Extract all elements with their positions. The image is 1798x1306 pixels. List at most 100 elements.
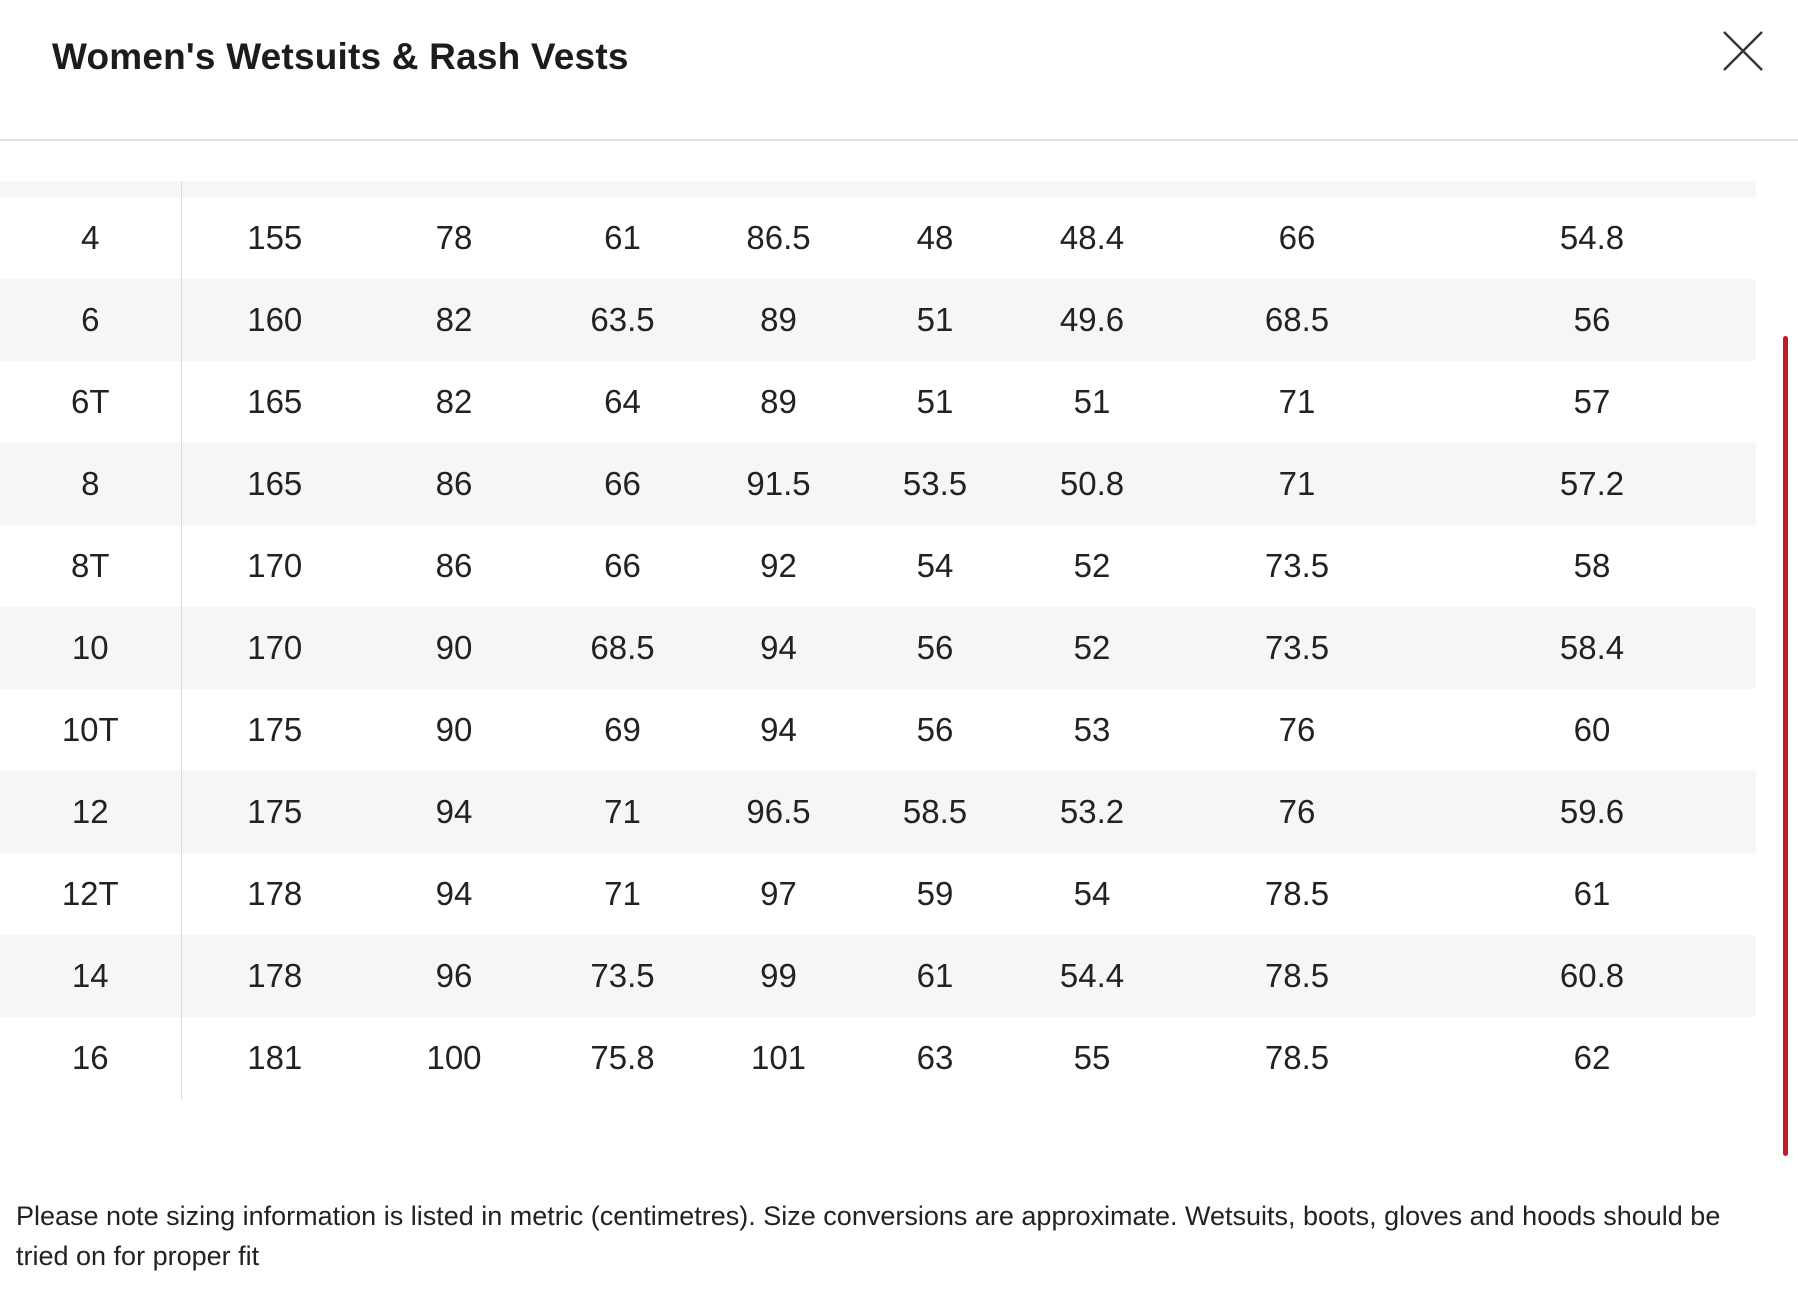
table-row: 10 170 90 68.5 94 56 52 73.5 58.4 <box>0 607 1756 689</box>
measurement-cell: 94 <box>760 711 797 748</box>
table-row: 12T 178 94 71 97 59 54 78.5 61 <box>0 853 1756 935</box>
measurement-cell: 56 <box>852 607 1018 689</box>
sizing-footnote: Please note sizing information is listed… <box>16 1201 1721 1271</box>
measurement-cell: 165 <box>181 443 368 525</box>
table-row: 14 178 96 73.5 99 61 54.4 78.5 60.8 <box>0 935 1756 1017</box>
measurement-cell: 56 <box>916 711 954 748</box>
measurement-cell: 66 <box>604 547 641 584</box>
size-cell: 6T <box>0 361 182 443</box>
size-cell: 12 <box>0 771 182 853</box>
measurement-cell: 68.5 <box>1166 279 1428 361</box>
measurement-cell: 58.5 <box>852 771 1018 853</box>
measurement-cell: 51 <box>916 383 954 420</box>
measurement-cell: 53.6 <box>1428 181 1756 197</box>
measurement-cell: 99 <box>705 935 852 1017</box>
measurement-cell: 53.5 <box>852 443 1018 525</box>
measurement-cell: 59 <box>916 875 954 912</box>
measurement-cell: 94 <box>705 607 852 689</box>
measurement-cell: 73.5 <box>540 935 705 1017</box>
measurement-cell: 101 <box>750 1039 807 1076</box>
size-cell: 16 <box>0 1017 182 1099</box>
measurement-cell: 71 <box>1278 383 1316 420</box>
measurement-cell: 52 <box>1018 607 1166 689</box>
size-cell: 4 <box>0 197 182 279</box>
measurement-cell: 63 <box>1166 181 1428 197</box>
measurement-cell: 78.5 <box>1264 875 1330 912</box>
size-table-body: 214874588546466353.64155786186.54848.466… <box>0 181 1756 1099</box>
measurement-cell: 46 <box>852 181 1018 197</box>
measurement-cell: 96 <box>368 935 540 1017</box>
measurement-cell: 54 <box>916 547 954 584</box>
measurement-cell: 71 <box>604 875 641 912</box>
measurement-cell: 66 <box>1278 219 1316 256</box>
measurement-cell: 90 <box>435 711 473 748</box>
measurement-cell: 89 <box>760 383 797 420</box>
measurement-cell: 60 <box>1573 711 1611 748</box>
measurement-cell: 66 <box>540 443 705 525</box>
measurement-cell: 56 <box>1428 279 1756 361</box>
measurement-cell: 148 <box>181 181 368 197</box>
measurement-cell: 76 <box>1166 771 1428 853</box>
measurement-cell: 71 <box>540 771 705 853</box>
measurement-cell: 51 <box>852 279 1018 361</box>
measurement-cell: 58 <box>1573 547 1611 584</box>
measurement-cell: 160 <box>181 279 368 361</box>
measurement-cell: 78.5 <box>1166 935 1428 1017</box>
measurement-cell: 64 <box>604 383 641 420</box>
measurement-cell: 50.8 <box>1018 443 1166 525</box>
table-row: 10T 175 90 69 94 56 53 76 60 <box>0 689 1756 771</box>
measurement-cell: 58 <box>540 181 705 197</box>
measurement-cell: 62 <box>1573 1039 1611 1076</box>
size-table-scroll-area[interactable]: 214874588546466353.64155786186.54848.466… <box>0 181 1756 1121</box>
measurement-cell: 90 <box>368 607 540 689</box>
measurement-cell: 94 <box>368 771 540 853</box>
table-row: 4 155 78 61 86.5 48 48.4 66 54.8 <box>0 197 1756 279</box>
measurement-cell: 92 <box>760 547 797 584</box>
table-row: 8 165 86 66 91.5 53.5 50.8 71 57.2 <box>0 443 1756 525</box>
measurement-cell: 86 <box>435 547 473 584</box>
measurement-cell: 73.5 <box>1264 547 1330 584</box>
measurement-cell: 100 <box>426 1039 482 1076</box>
measurement-cell: 57 <box>1573 383 1611 420</box>
measurement-cell: 82 <box>368 279 540 361</box>
measurement-cell: 63 <box>916 1039 954 1076</box>
table-row: 6T 165 82 64 89 51 51 71 57 <box>0 361 1756 443</box>
measurement-cell: 155 <box>247 219 303 256</box>
measurement-cell: 76 <box>1278 711 1316 748</box>
measurement-cell: 51 <box>1073 383 1111 420</box>
measurement-cell: 46 <box>1018 181 1166 197</box>
modal-header: Women's Wetsuits & Rash Vests <box>0 0 1798 141</box>
measurement-cell: 86 <box>368 443 540 525</box>
table-row: 214874588546466353.6 <box>0 181 1756 197</box>
measurement-cell: 48.4 <box>1059 219 1125 256</box>
measurement-cell: 52 <box>1073 547 1111 584</box>
size-cell: 10 <box>0 607 182 689</box>
table-row: 16 181 100 75.8 101 63 55 78.5 62 <box>0 1017 1756 1099</box>
measurement-cell: 61 <box>1573 875 1611 912</box>
measurement-cell: 58.4 <box>1428 607 1756 689</box>
measurement-cell: 53.2 <box>1018 771 1166 853</box>
measurement-cell: 54.8 <box>1559 219 1625 256</box>
measurement-cell: 59.6 <box>1428 771 1756 853</box>
measurement-cell: 178 <box>247 875 303 912</box>
measurement-cell: 60.8 <box>1428 935 1756 1017</box>
table-row: 12 175 94 71 96.5 58.5 53.2 76 59.6 <box>0 771 1756 853</box>
measurement-cell: 63.5 <box>540 279 705 361</box>
close-button[interactable] <box>1720 28 1766 74</box>
measurement-cell: 48 <box>916 219 954 256</box>
measurement-cell: 53 <box>1073 711 1111 748</box>
size-cell: 8 <box>0 443 182 525</box>
size-cell: 14 <box>0 935 182 1017</box>
measurement-cell: 49.6 <box>1018 279 1166 361</box>
size-cell: 6 <box>0 279 182 361</box>
measurement-cell: 170 <box>181 607 368 689</box>
measurement-cell: 55 <box>1073 1039 1111 1076</box>
measurement-cell: 57.2 <box>1428 443 1756 525</box>
measurement-cell: 71 <box>1166 443 1428 525</box>
measurement-cell: 165 <box>247 383 303 420</box>
measurement-cell: 61 <box>604 219 641 256</box>
size-cell: 12T <box>0 853 182 935</box>
scrollbar-thumb[interactable] <box>1783 336 1788 1156</box>
measurement-cell: 94 <box>435 875 473 912</box>
